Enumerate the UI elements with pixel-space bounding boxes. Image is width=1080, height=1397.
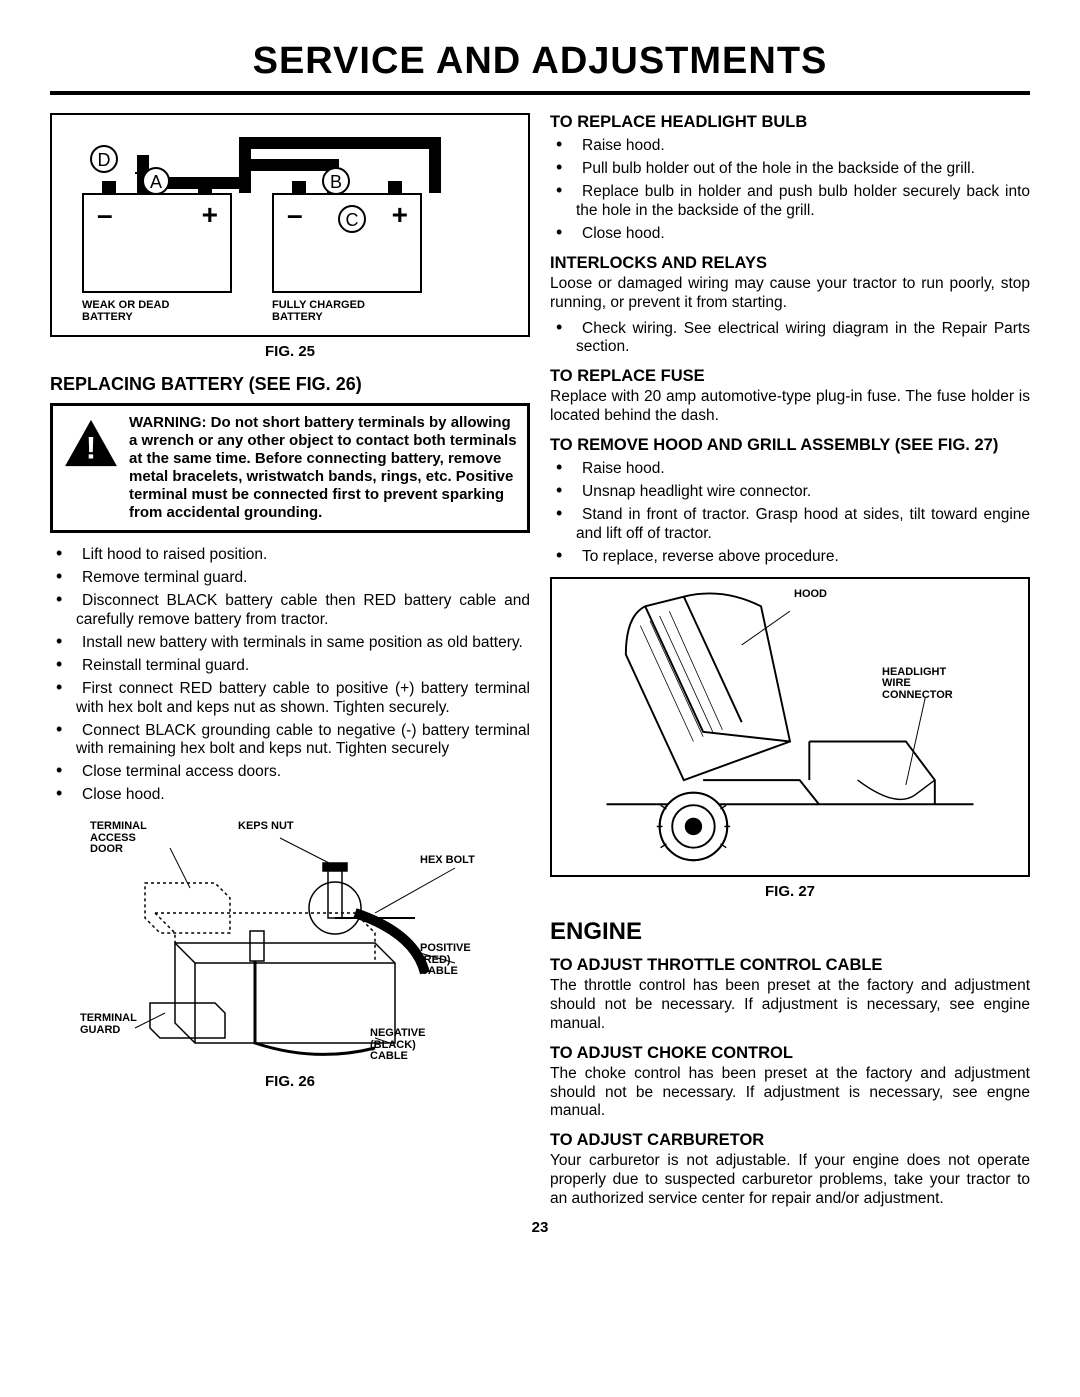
plus-sign: + <box>392 199 408 231</box>
list-item: Lift hood to raised position. <box>50 543 530 565</box>
label-b-circle: B <box>322 167 350 195</box>
interlocks-body: Loose or damaged wiring may cause your t… <box>550 275 1030 313</box>
two-column-layout: D A B C – + – + WEAK OR DEADBATTERY FULL… <box>50 113 1030 1213</box>
list-item: Install new battery with terminals in sa… <box>50 631 530 653</box>
minus-sign: – <box>287 199 303 231</box>
list-item: Replace bulb in holder and push bulb hol… <box>550 180 1030 221</box>
fig25-box: D A B C – + – + WEAK OR DEADBATTERY FULL… <box>50 113 530 337</box>
label-d-circle: D <box>90 145 118 173</box>
hood-label: HOOD <box>794 589 827 601</box>
label-c-circle: C <box>338 205 366 233</box>
negative-cable-label: NEGATIVE(BLACK)CABLE <box>370 1028 425 1063</box>
weak-battery: – + <box>82 193 232 293</box>
list-item: Raise hood. <box>550 134 1030 156</box>
headlight-steps: Raise hood. Pull bulb holder out of the … <box>550 134 1030 244</box>
battery-jumper-diagram: D A B C – + – + WEAK OR DEADBATTERY FULL… <box>62 125 518 325</box>
list-item: Remove terminal guard. <box>50 566 530 588</box>
fig27-caption: FIG. 27 <box>550 883 1030 900</box>
interlocks-steps: Check wiring. See electrical wiring diag… <box>550 317 1030 358</box>
hood-removal-svg <box>560 587 1020 867</box>
fig26-caption: FIG. 26 <box>50 1073 530 1090</box>
fig25-caption: FIG. 25 <box>50 343 530 360</box>
carb-heading: To Adjust Carburetor <box>550 1131 1030 1150</box>
warning-text: WARNING: Do not short battery terminals … <box>129 414 517 522</box>
list-item: First connect RED battery cable to posit… <box>50 677 530 718</box>
left-column: D A B C – + – + WEAK OR DEADBATTERY FULL… <box>50 113 530 1213</box>
engine-section-heading: Engine <box>550 918 1030 946</box>
list-item: Close hood. <box>550 222 1030 244</box>
choke-heading: To Adjust Choke Control <box>550 1044 1030 1063</box>
list-item: Close terminal access doors. <box>50 760 530 782</box>
label-a-circle: A <box>142 167 170 195</box>
hex-bolt-label: HEX BOLT <box>420 855 475 867</box>
hood-heading: To Remove Hood and Grill Assembly (See F… <box>550 436 1030 455</box>
positive-cable-label: POSITIVE(RED)CABLE <box>420 943 471 978</box>
carb-body: Your carburetor is not adjustable. If yo… <box>550 1152 1030 1209</box>
warning-triangle-icon: ! <box>63 418 119 473</box>
terminal-access-door-label: TERMINALACCESSDOOR <box>90 821 147 856</box>
fuse-heading: To Replace Fuse <box>550 367 1030 386</box>
list-item: Stand in front of tractor. Grasp hood at… <box>550 503 1030 544</box>
fig27-box: HOOD HEADLIGHTWIRECONNECTOR <box>550 577 1030 877</box>
hood-steps: Raise hood. Unsnap headlight wire connec… <box>550 457 1030 567</box>
page-title: Service and Adjustments <box>50 40 1030 95</box>
right-column: To Replace Headlight Bulb Raise hood. Pu… <box>550 113 1030 1213</box>
headlight-heading: To Replace Headlight Bulb <box>550 113 1030 132</box>
list-item: To replace, reverse above procedure. <box>550 545 1030 567</box>
fig26-diagram: TERMINALACCESSDOOR KEPS NUT HEX BOLT POS… <box>50 813 530 1073</box>
charged-battery-label: FULLY CHARGEDBATTERY <box>272 299 365 323</box>
terminal-guard-label: TERMINALGUARD <box>80 1013 137 1036</box>
replacing-battery-heading: REPLACING BATTERY (See Fig. 26) <box>50 374 530 395</box>
warning-box: ! WARNING: Do not short battery terminal… <box>50 403 530 533</box>
interlocks-heading: Interlocks and Relays <box>550 254 1030 273</box>
list-item: Close hood. <box>50 783 530 805</box>
minus-sign: – <box>97 199 113 231</box>
plus-sign: + <box>202 199 218 231</box>
list-item: Pull bulb holder out of the hole in the … <box>550 157 1030 179</box>
list-item: Unsnap headlight wire connector. <box>550 480 1030 502</box>
list-item: Connect BLACK grounding cable to negativ… <box>50 719 530 760</box>
choke-body: The choke control has been preset at the… <box>550 1065 1030 1122</box>
list-item: Reinstall terminal guard. <box>50 654 530 676</box>
page-number: 23 <box>50 1219 1030 1236</box>
keps-nut-label: KEPS NUT <box>238 821 294 833</box>
connector-label: HEADLIGHTWIRECONNECTOR <box>882 667 953 702</box>
svg-text:!: ! <box>86 431 96 466</box>
battery-steps-list: Lift hood to raised position. Remove ter… <box>50 543 530 805</box>
weak-battery-label: WEAK OR DEADBATTERY <box>82 299 169 323</box>
list-item: Raise hood. <box>550 457 1030 479</box>
fuse-body: Replace with 20 amp automotive-type plug… <box>550 388 1030 426</box>
list-item: Check wiring. See electrical wiring diag… <box>550 317 1030 358</box>
throttle-body: The throttle control has been preset at … <box>550 977 1030 1034</box>
throttle-heading: To Adjust Throttle Control Cable <box>550 956 1030 975</box>
list-item: Disconnect BLACK battery cable then RED … <box>50 589 530 630</box>
